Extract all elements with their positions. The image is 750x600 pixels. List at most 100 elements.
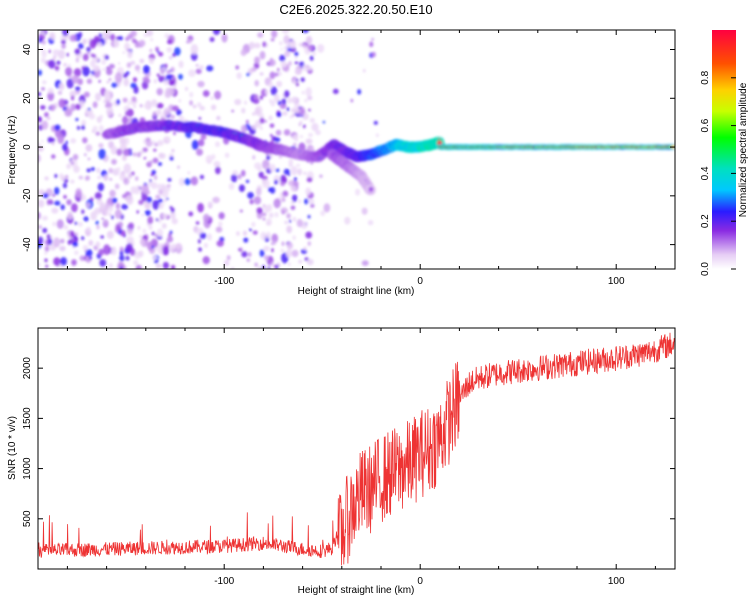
- spectrogram-noise-blob: [60, 39, 66, 45]
- spectrogram-noise-blob: [101, 59, 107, 65]
- spectrogram-noise-blob: [294, 68, 301, 75]
- spectrogram-noise-blob: [47, 87, 54, 94]
- spectrogram-noise-blob: [118, 113, 122, 118]
- spectrogram-noise-blob: [42, 227, 48, 234]
- spectrogram-noise-blob: [145, 140, 153, 147]
- spectrogram-noise-blob: [264, 120, 268, 123]
- spectrogram-noise-blob: [45, 264, 49, 268]
- spectrogram-noise-blob: [54, 173, 58, 178]
- spectrogram-noise-blob: [207, 233, 212, 241]
- spectrogram-noise-blob: [106, 230, 114, 239]
- spectrogram-noise-blob: [267, 266, 271, 269]
- spectrogram-noise-blob: [139, 58, 145, 64]
- spectrogram-noise-blob: [299, 134, 303, 139]
- spectrogram-noise-blob: [202, 90, 210, 97]
- spectrogram-noise-blob: [68, 63, 71, 68]
- spectrogram-noise-blob: [187, 171, 191, 175]
- spectrogram-noise-blob: [277, 67, 280, 72]
- spectrogram-noise-blob: [184, 178, 191, 186]
- spectrogram-noise-blob: [97, 182, 105, 192]
- spectrogram-noise-blob: [122, 148, 131, 157]
- spectrogram-noise-blob: [96, 224, 100, 230]
- spectrogram-noise-blob: [56, 219, 64, 229]
- spectrogram-noise-blob: [167, 187, 171, 191]
- spectrogram-noise-blob: [116, 148, 123, 156]
- spectrogram-noise-blob: [99, 202, 106, 211]
- spectrogram-noise-blob: [85, 144, 93, 152]
- spectrogram-noise-blob: [124, 42, 130, 51]
- spectrogram-noise-blob: [42, 192, 49, 199]
- spectrogram-noise-blob: [253, 196, 262, 205]
- spectrogram-noise-blob: [106, 80, 110, 84]
- spectrogram-noise-blob: [98, 33, 103, 38]
- spectrogram-noise-blob: [96, 42, 103, 48]
- spectrogram-noise-blob: [47, 238, 53, 245]
- spectrogram-noise-blob: [75, 188, 82, 198]
- spectrogram-noise-blob: [197, 139, 205, 147]
- spectrogram-noise-blob: [286, 107, 290, 112]
- spectrogram-noise-blob: [169, 244, 176, 253]
- spectrogram-noise-blob: [255, 187, 262, 196]
- spectrogram-noise-blob: [95, 241, 101, 248]
- spectrogram-noise-blob: [276, 80, 283, 88]
- spectrogram-noise-blob: [125, 243, 133, 252]
- spectrogram-noise-blob: [86, 78, 93, 85]
- spectrogram-noise-blob: [268, 81, 274, 89]
- spectrogram-noise-blob: [72, 241, 78, 248]
- spectrogram-noise-blob: [137, 69, 141, 74]
- spectrogram-noise-blob: [152, 199, 160, 210]
- spectrogram-noise-blob: [158, 51, 164, 57]
- spectrogram-noise-blob: [41, 50, 47, 58]
- spectrogram-noise-blob: [128, 222, 135, 230]
- spectrogram-noise-blob: [148, 57, 154, 65]
- spectrogram-noise-blob: [195, 221, 200, 225]
- spectrogram-noise-blob: [86, 46, 91, 52]
- spectrogram-noise-blob: [95, 131, 101, 136]
- spectrogram-noise-blob: [63, 63, 68, 67]
- spectrogram-noise-blob: [157, 218, 162, 224]
- spectrogram-noise-blob: [164, 33, 169, 39]
- spectrogram-noise-blob: [295, 78, 299, 82]
- spectrogram-noise-blob: [297, 168, 303, 176]
- spectrogram-noise-blob: [307, 44, 313, 51]
- spectrogram-noise-blob: [71, 75, 80, 84]
- spectrogram-noise-blob: [303, 171, 307, 175]
- spectrogram-noise-blob: [137, 225, 141, 230]
- spectrogram-noise-blob: [123, 177, 130, 185]
- spectrogram-noise-blob: [156, 102, 164, 109]
- spectrogram-noise-blob: [149, 48, 153, 53]
- spectrogram-noise-blob: [264, 89, 269, 95]
- spectrogram-noise-blob: [298, 259, 303, 264]
- spectrogram-noise-blob: [280, 248, 285, 253]
- spectrogram-noise-blob: [266, 155, 271, 161]
- spectrogram-noise-blob: [308, 132, 313, 138]
- spectrogram-noise-blob: [245, 120, 249, 124]
- spectrogram-noise-blob: [166, 70, 171, 74]
- spectrogram-noise-blob: [149, 179, 152, 183]
- spectrogram-noise-blob: [146, 241, 154, 251]
- spectrogram-noise-blob: [322, 120, 326, 124]
- spectrogram-noise-blob: [232, 170, 238, 176]
- spectrogram-noise-blob: [295, 138, 299, 142]
- spectrogram-noise-blob: [160, 185, 166, 192]
- spectrogram-noise-blob: [60, 256, 68, 266]
- spectrogram-noise-blob: [256, 166, 263, 172]
- spectrogram-noise-blob: [126, 194, 134, 206]
- spectrogram-noise-blob: [141, 193, 148, 202]
- spectrogram-noise-blob: [192, 104, 197, 109]
- spectrogram-noise-blob: [103, 244, 111, 256]
- spectrogram-noise-blob: [238, 184, 246, 192]
- spectrogram-noise-blob: [81, 236, 85, 241]
- spectrogram-noise-blob: [125, 255, 130, 261]
- spectrogram-noise-blob: [73, 165, 80, 173]
- spectrogram-noise-blob: [190, 52, 198, 61]
- spectrogram-noise-blob: [52, 49, 60, 56]
- spectrogram-trace-core: [368, 186, 374, 192]
- spectrogram-noise-blob: [288, 262, 291, 266]
- spectrogram-noise-blob: [361, 207, 368, 215]
- spectrogram-noise-blob: [168, 56, 173, 60]
- spectrogram-noise-blob: [133, 105, 136, 108]
- spectrogram-noise-blob: [139, 44, 143, 48]
- spectrogram-noise-blob: [54, 65, 60, 71]
